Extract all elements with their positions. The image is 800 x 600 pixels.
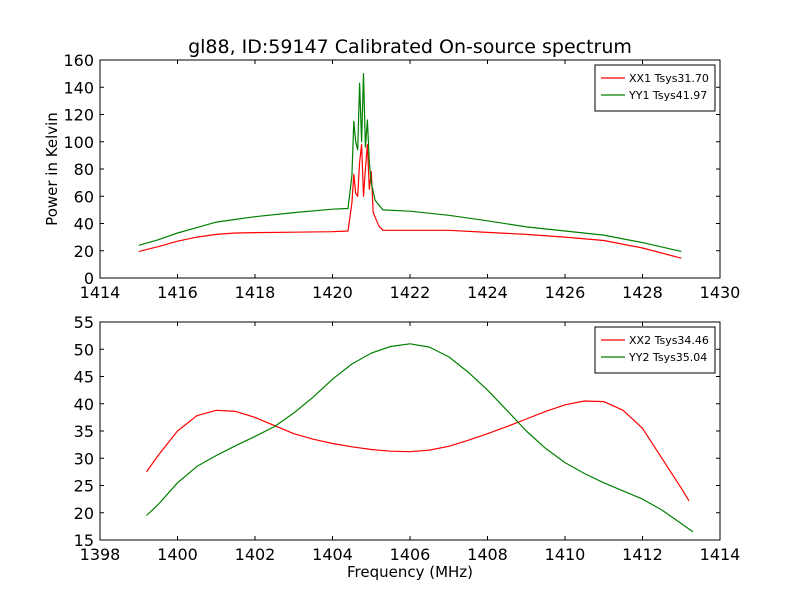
y-tick-label: 20 — [74, 504, 94, 523]
y-tick-label: 20 — [74, 242, 94, 261]
y-tick-label: 50 — [74, 340, 94, 359]
y-tick-label: 55 — [74, 313, 94, 332]
y-tick-label: 40 — [74, 395, 94, 414]
y-tick-label: 160 — [63, 51, 94, 70]
y-tick-label: 40 — [74, 215, 94, 234]
y-tick-label: 35 — [74, 422, 94, 441]
x-tick-label: 1416 — [157, 283, 198, 302]
x-tick-label: 1412 — [622, 545, 663, 564]
x-tick-label: 1408 — [467, 545, 508, 564]
y-tick-label: 30 — [74, 449, 94, 468]
series-line-2 — [146, 343, 694, 533]
x-tick-label: 1428 — [622, 283, 663, 302]
legend-label-1: XX2 Tsys34.46 — [629, 334, 709, 347]
legend-label-2: YY2 Tsys35.04 — [628, 351, 707, 364]
x-tick-label: 1422 — [390, 283, 431, 302]
x-tick-label: 1406 — [390, 545, 431, 564]
x-tick-label: 1424 — [467, 283, 508, 302]
x-tick-label: 1420 — [312, 283, 353, 302]
y-tick-label: 140 — [63, 78, 94, 97]
y-tick-label: 120 — [63, 106, 94, 125]
bottom-chart: 1398 1400 1402 1404 1406 1408 1410 1412 1414 15 20… — [74, 313, 741, 581]
series-line-1 — [138, 143, 682, 259]
legend-box — [594, 64, 716, 112]
x-axis-label: Frequency (MHz) — [347, 563, 473, 581]
y-tick-label: 60 — [74, 187, 94, 206]
x-tick-label: 1426 — [545, 283, 586, 302]
y-tick-label: 0 — [84, 269, 94, 288]
y-tick-label: 100 — [63, 133, 94, 152]
x-tick-label: 1402 — [235, 545, 276, 564]
x-tick-label: 1410 — [545, 545, 586, 564]
x-tick-label: 1398 — [80, 545, 121, 564]
y-tick-label: 25 — [74, 477, 94, 496]
y-tick-label: 45 — [74, 368, 94, 387]
legend-label-1: XX1 Tsys31.70 — [629, 72, 709, 85]
top-chart: 1414 1416 1418 1420 1422 1424 1426 1428 1430 0 20 4… — [43, 51, 740, 302]
y-tick-label: 80 — [74, 160, 94, 179]
y-tick-label: 15 — [74, 531, 94, 550]
x-tick-label: 1414 — [700, 545, 741, 564]
legend-label-2: YY1 Tsys41.97 — [628, 89, 707, 102]
x-tick-label: 1404 — [312, 545, 353, 564]
x-tick-label: 1414 — [80, 283, 121, 302]
y-axis-label: Power in Kelvin — [43, 112, 61, 226]
x-tick-label: 1418 — [235, 283, 276, 302]
series-line-2 — [138, 73, 682, 252]
series-line-1 — [146, 400, 690, 502]
x-tick-label: 1430 — [700, 283, 741, 302]
legend-box — [594, 326, 716, 374]
x-tick-label: 1400 — [157, 545, 198, 564]
chart-title: gl88, ID:59147 Calibrated On-source spec… — [188, 36, 632, 58]
